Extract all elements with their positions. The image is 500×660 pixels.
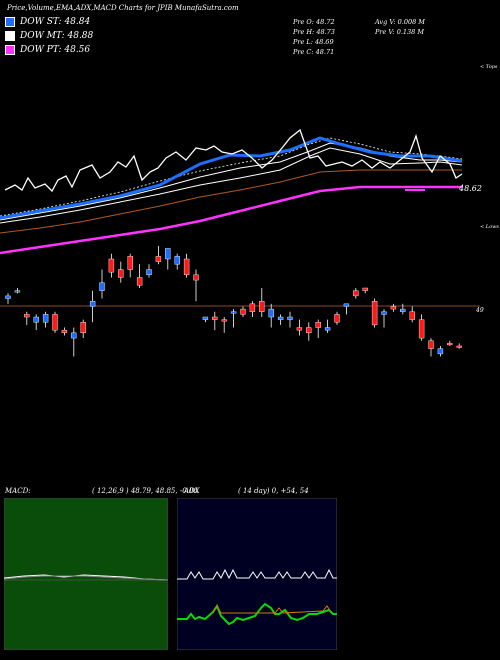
candle-body (52, 314, 58, 331)
avg-volume: Avg V: 0.008 M (375, 18, 425, 26)
candle-body (437, 348, 444, 355)
candle-body (324, 327, 331, 331)
lows-label: < Lows (480, 224, 499, 230)
candle-body (33, 316, 39, 323)
ema-white-upper-line (0, 142, 463, 221)
macd-values: ( 12,26,9 ) 48.79, 48.85, -0.06 (92, 487, 198, 495)
candle-body (409, 311, 415, 320)
candle-body (146, 269, 152, 276)
candle-body (230, 311, 237, 314)
ema-mt-line (0, 147, 463, 224)
candle-body (155, 256, 162, 262)
legend-swatch-magenta (5, 45, 15, 55)
legend-swatch-blue (5, 17, 15, 27)
candle-body (5, 295, 11, 299)
candles (5, 245, 462, 357)
prev-volume: Pre V: 0.138 M (375, 28, 425, 36)
price-line (4, 128, 463, 193)
candle-body (353, 290, 359, 297)
candle-body (428, 340, 434, 349)
candle-body (108, 258, 115, 273)
macd-panel (4, 498, 168, 650)
candle-body (306, 327, 312, 334)
chart-title: Price,Volume,EMA,ADX,MACD Charts for JPI… (7, 4, 239, 12)
candle-body (456, 345, 462, 348)
candle-body (259, 300, 265, 312)
candle-body (183, 258, 190, 276)
candle-body (221, 319, 227, 322)
candle-body (99, 282, 105, 291)
level-label: 49 (475, 307, 484, 314)
candle-body (136, 277, 143, 286)
ema-dashed-line (0, 137, 463, 217)
ohlc-close: Pre C: 48.71 (293, 48, 335, 56)
ohlc-low: Pre L: 48.69 (293, 38, 334, 46)
candle-body (61, 329, 68, 334)
legend-dow-pt: DOW PT: 48.56 (5, 45, 90, 55)
candle-body (447, 343, 453, 346)
tops-label: < Tops (480, 64, 498, 70)
candle-body (277, 316, 284, 320)
adx-panel (177, 498, 337, 650)
macd-signal-line (4, 575, 168, 581)
candle-body (418, 319, 425, 339)
adx-green-line (177, 602, 337, 626)
candle-body (287, 316, 293, 320)
legend-dow-mt: DOW MT: 48.88 (5, 31, 93, 41)
candle-body (24, 314, 30, 318)
adx-label: ADX (184, 487, 200, 495)
candle-body (362, 287, 368, 291)
candle-body (249, 303, 256, 312)
candle-body (89, 300, 96, 307)
price-chart: 48.62 49 < Tops < Lows (0, 64, 499, 357)
candle-body (212, 316, 218, 320)
adx-white-line (177, 568, 337, 580)
ema-st-line (0, 136, 463, 220)
candle-body (343, 303, 350, 307)
candle-body (400, 308, 406, 312)
adx-orange-line (212, 604, 332, 614)
ema-pt-line (0, 185, 462, 255)
ohlc-high: Pre H: 48.73 (293, 28, 335, 36)
candle-body (315, 322, 321, 328)
candle-body (268, 308, 274, 318)
macd-label: MACD: (5, 487, 31, 495)
candle-body (42, 314, 49, 323)
candle-body (127, 256, 133, 270)
legend-dow-st: DOW ST: 48.84 (5, 17, 90, 27)
macd-background (4, 498, 168, 650)
candle-body (174, 256, 180, 265)
candle-body (165, 248, 171, 260)
legend-label-dow-st: DOW ST: 48.84 (20, 17, 91, 27)
legend-label-dow-mt: DOW MT: 48.88 (20, 31, 94, 41)
ema-lines (0, 128, 463, 255)
ema-brown-line (0, 169, 462, 234)
candle-body (80, 322, 86, 334)
candle-body (193, 274, 199, 281)
candle-body (71, 332, 77, 339)
candle-body (202, 316, 209, 320)
legend-swatch-white (5, 31, 15, 41)
ohlc-open: Pre O: 48.72 (293, 18, 335, 26)
candle-body (240, 308, 246, 315)
adx-background (177, 498, 337, 650)
price-label: 48.62 (458, 184, 482, 193)
candle-body (390, 306, 397, 310)
candle-body (334, 314, 340, 323)
candle-body (381, 311, 387, 315)
adx-values: ( 14 day) 0, +54, 54 (238, 487, 309, 495)
candle-body (371, 300, 378, 326)
candle-body (14, 290, 21, 293)
legend-label-dow-pt: DOW PT: 48.56 (20, 45, 91, 55)
candle-body (118, 269, 124, 278)
candle-body (296, 327, 303, 331)
